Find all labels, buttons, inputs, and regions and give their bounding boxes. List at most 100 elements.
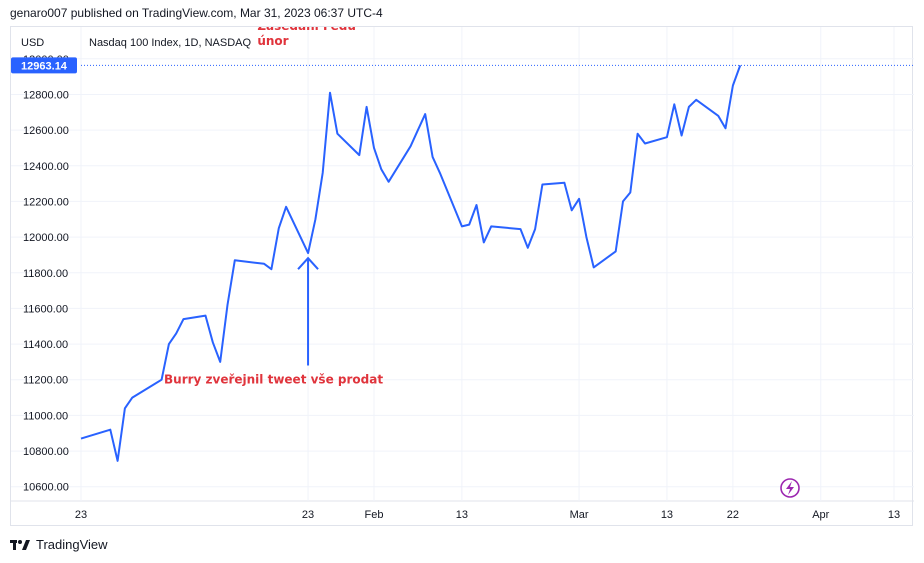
- price-point: [218, 360, 222, 364]
- price-point: [584, 235, 588, 239]
- price-point: [181, 317, 185, 321]
- price-point: [313, 217, 317, 221]
- price-point: [262, 262, 266, 266]
- price-axis[interactable]: 10600.00 10800.00 11000.00 11200.00 11400.00…: [23, 54, 69, 494]
- price-point: [635, 132, 639, 136]
- grid-lines: [11, 27, 914, 502]
- price-point: [672, 102, 676, 106]
- price-point: [738, 63, 742, 67]
- currency-label: USD: [21, 37, 44, 49]
- x-tick-label: 23: [302, 509, 314, 521]
- symbol-legend[interactable]: Nasdaq 100 Index, 1D, NASDAQ: [89, 37, 251, 49]
- last-price-tag: 12963.14: [11, 57, 77, 74]
- price-point: [643, 141, 647, 145]
- x-tick-label: 22: [727, 509, 739, 521]
- annotation-fed-line: Zasedání Fedu: [257, 27, 356, 33]
- price-point: [474, 203, 478, 207]
- price-point: [321, 171, 325, 175]
- price-point: [167, 342, 171, 346]
- y-tick-label: 11800.00: [23, 268, 68, 280]
- price-point: [687, 105, 691, 109]
- y-tick-label: 12200.00: [23, 196, 69, 208]
- y-tick-label: 11600.00: [23, 303, 68, 315]
- price-point: [174, 331, 178, 335]
- price-point: [408, 144, 412, 148]
- time-axis[interactable]: 23 23 Feb 13 Mar 13 22 Apr 13: [75, 509, 900, 521]
- price-point: [306, 251, 310, 255]
- lightning-icon-bolt: [786, 481, 794, 495]
- price-series-line: [80, 65, 742, 462]
- price-point: [225, 303, 229, 307]
- price-point: [694, 98, 698, 102]
- price-point: [518, 227, 522, 231]
- lightning-icon[interactable]: [780, 478, 800, 498]
- price-point: [716, 114, 720, 118]
- price-point: [364, 105, 368, 109]
- x-tick-label: 23: [75, 509, 87, 521]
- price-point: [79, 436, 83, 440]
- price-point: [423, 112, 427, 116]
- price-point: [533, 227, 537, 231]
- x-tick-label: Feb: [364, 509, 383, 521]
- y-tick-label: 12400.00: [23, 161, 69, 173]
- x-tick-label: 13: [661, 509, 673, 521]
- publisher-line: genaro007 published on TradingView.com, …: [10, 6, 383, 20]
- annotation-layer: Zasedání Feduúnor Burry zveřejnil tweet v…: [164, 27, 383, 387]
- price-point: [284, 205, 288, 209]
- y-tick-label: 10800.00: [23, 446, 69, 458]
- price-point: [372, 146, 376, 150]
- annotation-fed-line: únor: [257, 34, 288, 48]
- price-point: [123, 406, 127, 410]
- last-price-tag-bg: [11, 57, 77, 74]
- x-tick-label: Mar: [570, 509, 589, 521]
- price-point: [540, 182, 544, 186]
- y-tick-label: 11000.00: [23, 410, 68, 422]
- price-point: [379, 167, 383, 171]
- x-tick-label: 13: [456, 509, 468, 521]
- price-point: [211, 340, 215, 344]
- price-point: [233, 258, 237, 262]
- price-point: [592, 265, 596, 269]
- price-point: [577, 197, 581, 201]
- line-chart[interactable]: USD Zasedání Feduúnor Burry zveřejnil twe…: [11, 27, 914, 527]
- tradingview-logo-icon: [10, 539, 30, 550]
- price-point: [130, 395, 134, 399]
- y-tick-label: 11400.00: [23, 339, 68, 351]
- price-point: [328, 91, 332, 95]
- y-tick-label: 11200.00: [23, 375, 68, 387]
- price-point: [108, 428, 112, 432]
- chart-frame[interactable]: USD Zasedání Feduúnor Burry zveřejnil twe…: [10, 26, 914, 527]
- price-point: [731, 83, 735, 87]
- tradingview-brand-text: TradingView: [36, 537, 108, 552]
- price-point: [482, 240, 486, 244]
- price-point: [679, 133, 683, 137]
- price-point: [628, 190, 632, 194]
- price-point: [562, 181, 566, 185]
- price-point: [526, 246, 530, 250]
- price-point: [277, 226, 281, 230]
- price-point: [416, 128, 420, 132]
- price-point: [115, 459, 119, 463]
- price-point: [460, 224, 464, 228]
- price-point: [723, 126, 727, 130]
- annotation-arrow-head: [297, 256, 319, 270]
- annotation-burry-text: Burry zveřejnil tweet vše prodat: [164, 373, 383, 387]
- tradingview-logo[interactable]: TradingView: [10, 537, 108, 552]
- price-point: [357, 153, 361, 157]
- price-point: [467, 222, 471, 226]
- price-point: [430, 155, 434, 159]
- price-point: [159, 378, 163, 382]
- y-tick-label: 12600.00: [23, 125, 69, 137]
- price-point: [335, 132, 339, 136]
- price-point: [665, 135, 669, 139]
- price-point: [203, 313, 207, 317]
- x-tick-label: 13: [888, 509, 900, 521]
- y-tick-label: 12000.00: [23, 232, 69, 244]
- y-tick-label: 12800.00: [23, 89, 69, 101]
- last-price-tag-text: 12963.14: [21, 60, 68, 72]
- price-point: [438, 171, 442, 175]
- price-point: [614, 249, 618, 253]
- x-tick-label: Apr: [812, 509, 829, 521]
- y-tick-label: 10600.00: [23, 482, 69, 494]
- price-point: [621, 199, 625, 203]
